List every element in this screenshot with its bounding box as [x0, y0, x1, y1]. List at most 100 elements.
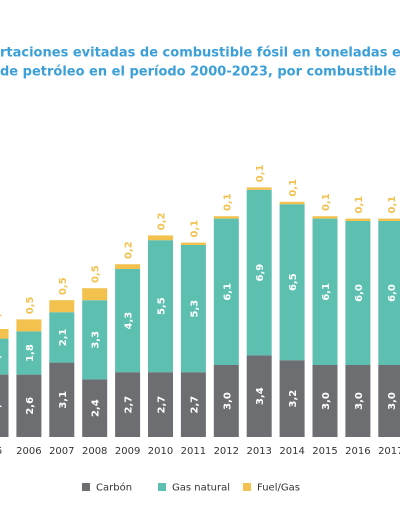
chart-title: rtaciones evitadas de combustible fósil …	[0, 46, 400, 61]
value-label: 0,1	[354, 196, 365, 214]
value-label: 0,1	[288, 179, 299, 197]
value-label: 0,5	[25, 297, 36, 315]
bar-segment	[115, 372, 141, 437]
bar-segment	[115, 264, 141, 269]
bar-segment	[312, 216, 338, 219]
legend-label: Gas natural	[172, 483, 230, 494]
value-label: 3,0	[321, 392, 332, 410]
bar-segment	[279, 360, 305, 437]
bar-segment	[82, 379, 108, 437]
x-tick-label: 2011	[181, 446, 206, 457]
value-label: 6,9	[255, 264, 266, 282]
value-label: 3,3	[91, 331, 102, 349]
value-label: 0,1	[222, 193, 233, 211]
value-label: 0,2	[157, 213, 168, 231]
bar-segment	[115, 269, 141, 373]
value-label: 0,5	[58, 277, 69, 295]
bar-segment	[0, 374, 9, 437]
legend-swatch	[82, 483, 90, 491]
bar-segment	[0, 329, 9, 339]
value-label: 5,3	[189, 300, 200, 318]
x-tick-label: 2013	[246, 446, 271, 457]
value-label: 6,0	[387, 284, 398, 302]
bar-segment	[279, 201, 305, 205]
value-label: 6,1	[321, 283, 332, 301]
bar-segment	[148, 240, 173, 373]
value-label: 2,4	[91, 399, 102, 417]
bar-segment	[0, 338, 9, 375]
value-label: 1,5	[0, 348, 3, 366]
bar-segment	[180, 372, 206, 437]
value-label: 4,3	[124, 312, 135, 330]
bar-segment	[312, 365, 338, 437]
bar-segment	[345, 365, 371, 437]
chart-title: de petróleo en el período 2000-2023, por…	[0, 65, 400, 80]
value-label: 3,0	[222, 392, 233, 410]
bar-segment	[312, 218, 338, 365]
value-label: 2,7	[157, 396, 168, 414]
x-tick-label: 05	[0, 446, 2, 457]
bar-segment	[148, 372, 173, 437]
x-tick-label: 2016	[345, 446, 370, 457]
x-tick-label: 2014	[279, 446, 304, 457]
value-label: 0,1	[387, 196, 398, 214]
x-tick-label: 2009	[115, 446, 140, 457]
x-tick-label: 2007	[49, 446, 74, 457]
x-tick-label: 2008	[82, 446, 107, 457]
bar-segment	[378, 218, 400, 221]
bar-segment	[49, 300, 75, 313]
value-label: 3,4	[255, 387, 266, 405]
bar-segment	[378, 365, 400, 437]
bar-segment	[246, 187, 272, 190]
bar-segment	[82, 300, 108, 380]
bar-segment	[49, 362, 75, 437]
x-tick-label: 2012	[214, 446, 239, 457]
bar-segment	[16, 374, 42, 437]
bar-segment	[49, 312, 75, 363]
value-label: 2,1	[58, 329, 69, 347]
value-label: 0,4	[0, 306, 3, 324]
value-label: 0,5	[91, 265, 102, 283]
value-label: 2,7	[124, 396, 135, 414]
bar-segment	[246, 189, 272, 356]
bar-segment	[213, 218, 239, 365]
legend-label: Carbón	[96, 482, 132, 494]
value-label: 3,2	[288, 390, 299, 408]
bar-segment	[279, 204, 305, 361]
value-label: 2,6	[0, 397, 3, 415]
value-label: 2,6	[25, 397, 36, 415]
value-label: 0,1	[255, 165, 266, 183]
bar-segment	[82, 288, 108, 301]
bar-segment	[345, 221, 371, 365]
bar-segment	[180, 245, 206, 373]
bar-segment	[246, 355, 272, 437]
bar-segment	[345, 218, 371, 221]
legend-swatch	[158, 483, 166, 491]
bar-segment	[213, 365, 239, 437]
legend-swatch	[243, 483, 251, 491]
value-label: 3,1	[58, 391, 69, 409]
x-tick-label: 2017	[378, 446, 400, 457]
value-label: 1,8	[25, 344, 36, 362]
bar-segment	[180, 242, 206, 245]
bar-segment	[16, 319, 42, 332]
value-label: 6,1	[222, 283, 233, 301]
value-label: 3,0	[354, 392, 365, 410]
bar-segment	[16, 331, 42, 375]
x-tick-label: 2015	[312, 446, 337, 457]
x-tick-label: 2010	[148, 446, 173, 457]
value-label: 6,0	[354, 284, 365, 302]
bar-segment	[378, 221, 400, 365]
bar-segment	[213, 216, 239, 219]
x-tick-label: 2006	[16, 446, 41, 457]
bar-segment	[148, 235, 173, 241]
value-label: 3,0	[387, 392, 398, 410]
value-label: 0,2	[124, 241, 135, 259]
value-label: 0,1	[321, 193, 332, 211]
value-label: 5,5	[157, 297, 168, 315]
legend-label: Fuel/Gas	[257, 483, 300, 494]
value-label: 6,5	[288, 273, 299, 291]
value-label: 0,1	[189, 220, 200, 238]
value-label: 2,7	[189, 396, 200, 414]
